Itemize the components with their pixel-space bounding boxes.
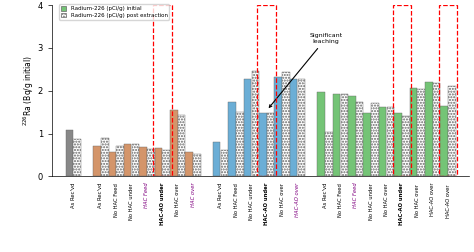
Bar — [371, 103, 379, 176]
Bar — [325, 132, 333, 176]
Y-axis label: $^{226}$Ra (Bq/g initial): $^{226}$Ra (Bq/g initial) — [22, 55, 36, 126]
Bar — [379, 107, 386, 176]
Bar — [440, 106, 448, 176]
Bar — [290, 79, 297, 176]
Bar — [387, 107, 394, 176]
Bar — [147, 148, 155, 176]
Bar — [283, 72, 290, 176]
Bar — [340, 94, 348, 176]
Bar — [178, 115, 185, 176]
Bar — [213, 142, 220, 176]
Bar — [65, 130, 73, 176]
Bar — [228, 102, 236, 176]
Bar — [252, 72, 259, 176]
Bar — [356, 102, 364, 176]
Bar — [132, 144, 139, 176]
Text: Significant
leaching: Significant leaching — [269, 33, 343, 107]
Bar — [73, 139, 81, 176]
Bar — [392, 5, 411, 176]
Bar — [101, 138, 109, 176]
Bar — [170, 110, 178, 176]
Bar — [439, 5, 457, 176]
Bar — [394, 113, 402, 176]
Bar — [425, 82, 433, 176]
Bar — [109, 151, 116, 176]
Bar — [221, 150, 228, 176]
Bar — [259, 113, 267, 176]
Bar — [153, 5, 172, 176]
Bar — [185, 152, 193, 176]
Bar — [418, 88, 425, 176]
Bar — [236, 112, 244, 176]
Bar — [318, 92, 325, 176]
Bar — [116, 146, 124, 176]
Bar — [155, 148, 162, 176]
Bar — [402, 116, 410, 176]
Bar — [348, 96, 356, 176]
Bar — [333, 94, 340, 176]
Bar — [410, 88, 417, 176]
Bar — [257, 5, 276, 176]
Bar — [193, 154, 201, 176]
Bar — [139, 147, 147, 176]
Bar — [124, 144, 131, 176]
Bar — [298, 79, 305, 176]
Bar — [274, 77, 282, 176]
Bar — [267, 113, 274, 176]
Bar — [163, 150, 170, 176]
Bar — [244, 79, 251, 176]
Bar — [364, 113, 371, 176]
Bar — [448, 86, 456, 176]
Bar — [433, 83, 440, 176]
Bar — [93, 146, 100, 176]
